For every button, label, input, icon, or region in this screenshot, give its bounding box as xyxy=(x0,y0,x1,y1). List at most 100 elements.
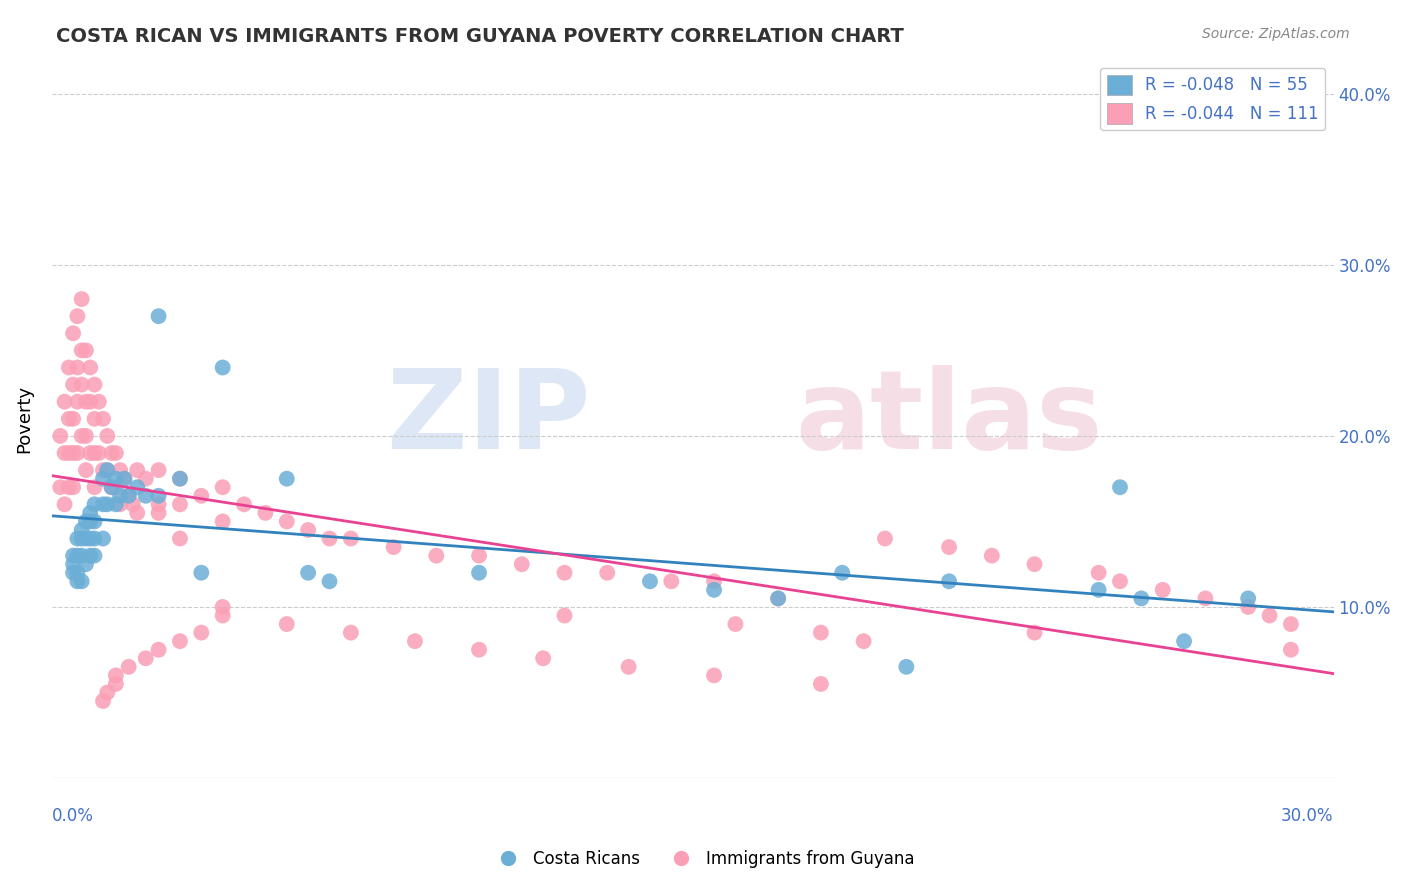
Point xyxy=(703,574,725,589)
Point xyxy=(276,617,298,632)
Point xyxy=(1130,591,1153,606)
Point xyxy=(127,463,149,477)
Point xyxy=(87,446,110,460)
Point xyxy=(831,566,853,580)
Point xyxy=(58,360,80,375)
Point xyxy=(96,497,118,511)
Point xyxy=(91,694,114,708)
Point xyxy=(83,532,105,546)
Point xyxy=(62,412,84,426)
Point xyxy=(169,472,191,486)
Point xyxy=(211,515,233,529)
Point xyxy=(1024,625,1046,640)
Text: Source: ZipAtlas.com: Source: ZipAtlas.com xyxy=(1202,27,1350,41)
Point xyxy=(96,685,118,699)
Point xyxy=(190,566,212,580)
Point xyxy=(79,515,101,529)
Point xyxy=(703,668,725,682)
Point xyxy=(91,472,114,486)
Point xyxy=(79,532,101,546)
Point xyxy=(148,642,170,657)
Point xyxy=(79,394,101,409)
Point xyxy=(297,523,319,537)
Point xyxy=(318,574,340,589)
Point xyxy=(75,343,97,358)
Point xyxy=(340,532,363,546)
Point xyxy=(766,591,789,606)
Point xyxy=(896,660,918,674)
Point xyxy=(510,558,533,572)
Point xyxy=(70,429,93,443)
Point xyxy=(104,677,127,691)
Point xyxy=(62,549,84,563)
Point xyxy=(1258,608,1281,623)
Point xyxy=(468,566,491,580)
Point xyxy=(553,608,575,623)
Point xyxy=(1237,599,1260,614)
Point xyxy=(70,292,93,306)
Point xyxy=(318,532,340,546)
Point xyxy=(1109,480,1132,494)
Point xyxy=(75,429,97,443)
Point xyxy=(382,540,405,554)
Point xyxy=(75,463,97,477)
Point xyxy=(1152,582,1174,597)
Point xyxy=(91,463,114,477)
Point xyxy=(66,574,89,589)
Point xyxy=(980,549,1002,563)
Point xyxy=(1173,634,1195,648)
Text: ZIP: ZIP xyxy=(387,366,591,472)
Point xyxy=(703,582,725,597)
Point xyxy=(62,566,84,580)
Point xyxy=(79,549,101,563)
Point xyxy=(66,394,89,409)
Point xyxy=(766,591,789,606)
Point xyxy=(108,497,131,511)
Text: 0.0%: 0.0% xyxy=(52,806,94,825)
Point xyxy=(58,446,80,460)
Point xyxy=(83,412,105,426)
Point xyxy=(118,489,141,503)
Point xyxy=(66,549,89,563)
Point xyxy=(148,506,170,520)
Point xyxy=(108,463,131,477)
Text: 30.0%: 30.0% xyxy=(1281,806,1334,825)
Point xyxy=(1087,582,1109,597)
Point xyxy=(62,558,84,572)
Text: atlas: atlas xyxy=(796,366,1102,472)
Point xyxy=(66,309,89,323)
Point xyxy=(135,472,157,486)
Point xyxy=(62,377,84,392)
Point xyxy=(276,472,298,486)
Point xyxy=(75,558,97,572)
Point xyxy=(404,634,426,648)
Point xyxy=(810,625,832,640)
Point xyxy=(135,489,157,503)
Point xyxy=(87,394,110,409)
Point xyxy=(169,497,191,511)
Y-axis label: Poverty: Poverty xyxy=(15,384,32,453)
Point xyxy=(91,497,114,511)
Point xyxy=(83,480,105,494)
Legend: R = -0.048   N = 55, R = -0.044   N = 111: R = -0.048 N = 55, R = -0.044 N = 111 xyxy=(1099,68,1326,130)
Point xyxy=(617,660,640,674)
Point xyxy=(148,463,170,477)
Point xyxy=(75,394,97,409)
Point xyxy=(148,489,170,503)
Point xyxy=(724,617,747,632)
Point xyxy=(1279,642,1302,657)
Point xyxy=(58,480,80,494)
Point xyxy=(1109,574,1132,589)
Point xyxy=(66,360,89,375)
Point xyxy=(468,549,491,563)
Text: COSTA RICAN VS IMMIGRANTS FROM GUYANA POVERTY CORRELATION CHART: COSTA RICAN VS IMMIGRANTS FROM GUYANA PO… xyxy=(56,27,904,45)
Point xyxy=(66,532,89,546)
Point xyxy=(49,480,72,494)
Point xyxy=(62,480,84,494)
Point xyxy=(148,497,170,511)
Point xyxy=(104,668,127,682)
Point xyxy=(96,463,118,477)
Point xyxy=(468,642,491,657)
Point xyxy=(96,429,118,443)
Point xyxy=(659,574,682,589)
